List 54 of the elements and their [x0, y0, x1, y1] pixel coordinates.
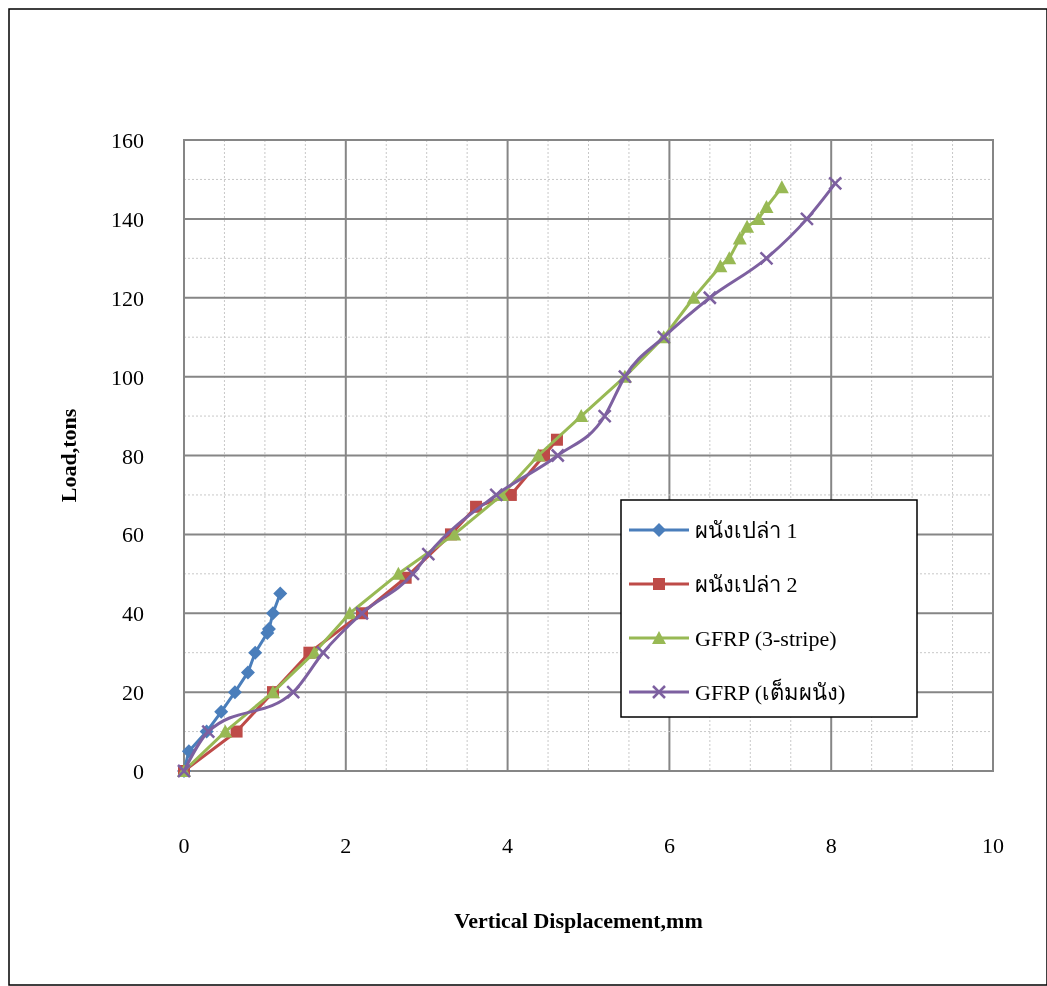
- point: [686, 290, 701, 304]
- point: [774, 180, 789, 194]
- point: [421, 546, 436, 562]
- point: [702, 290, 718, 305]
- point: [230, 725, 243, 738]
- point: [574, 409, 589, 423]
- point: [218, 724, 233, 738]
- legend-label: ผนังเปล่า 2: [695, 572, 798, 597]
- y-tick-label: 140: [111, 206, 144, 232]
- point: [285, 684, 301, 700]
- point: [531, 448, 546, 462]
- x-axis-title: Vertical Displacement,mm: [454, 908, 703, 933]
- point: [550, 448, 566, 463]
- point: [315, 645, 331, 660]
- x-tick-label: 2: [340, 833, 352, 858]
- legend-label: ผนังเปล่า 1: [695, 518, 798, 543]
- point: [713, 259, 728, 273]
- point: [447, 527, 462, 541]
- y-tick-label: 60: [122, 522, 144, 548]
- point: [740, 219, 755, 233]
- y-tick-label: 40: [122, 601, 144, 627]
- point: [342, 606, 357, 620]
- y-tick-label: 100: [111, 364, 144, 390]
- point: [597, 408, 612, 424]
- point: [273, 586, 288, 601]
- point: [751, 211, 766, 225]
- point: [391, 566, 406, 580]
- point: [732, 231, 747, 245]
- legend-label: GFRP (เต็มผนัง): [695, 678, 846, 705]
- point: [759, 200, 774, 214]
- x-tick-label: 6: [663, 833, 675, 858]
- point: [307, 645, 322, 659]
- x-tick-label: 10: [982, 833, 1004, 858]
- point: [722, 251, 737, 265]
- y-tick-label: 160: [111, 128, 144, 153]
- point: [489, 487, 504, 503]
- point: [248, 645, 263, 660]
- x-tick-label: 0: [178, 833, 190, 858]
- point: [227, 685, 242, 700]
- y-tick-label: 0: [133, 759, 144, 784]
- point: [759, 251, 774, 266]
- point: [799, 211, 815, 227]
- x-tick-label: 4: [502, 833, 514, 858]
- point: [265, 606, 280, 621]
- y-tick-label: 80: [122, 443, 144, 469]
- x-tick-label: 8: [825, 833, 837, 858]
- y-tick-label: 120: [111, 285, 144, 311]
- point: [214, 704, 229, 719]
- y-tick-label: 20: [122, 680, 144, 706]
- point: [240, 665, 255, 680]
- y-axis-title: Load,tons: [56, 408, 81, 503]
- point: [828, 176, 843, 191]
- point: [405, 566, 421, 582]
- legend-label: GFRP (3-stripe): [695, 626, 837, 651]
